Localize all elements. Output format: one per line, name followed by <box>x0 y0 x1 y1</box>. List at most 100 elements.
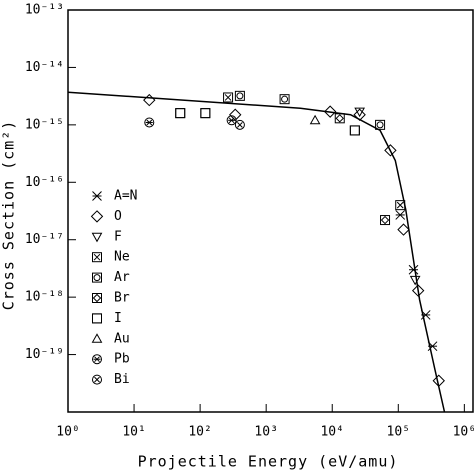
legend-label: Ar <box>114 270 130 285</box>
marker-part <box>236 92 244 100</box>
legend-marker <box>92 354 102 365</box>
marker-part <box>93 253 101 261</box>
marker <box>384 144 397 157</box>
marker <box>223 92 234 103</box>
marker-part <box>395 200 406 211</box>
legend-marker <box>92 272 102 283</box>
legend-label: A=N <box>114 189 137 204</box>
marker <box>229 108 242 121</box>
marker-part <box>234 119 245 130</box>
legend-marker <box>92 293 102 303</box>
legend-marker <box>92 313 102 324</box>
marker <box>226 115 237 126</box>
marker-part <box>223 92 234 103</box>
marker-part <box>90 210 104 223</box>
legend-label: Bi <box>114 372 130 387</box>
marker <box>144 117 155 128</box>
marker <box>143 93 156 107</box>
marker-part <box>234 90 245 101</box>
marker-part <box>92 374 102 385</box>
marker <box>375 119 386 130</box>
legend-marker <box>91 232 103 243</box>
marker-part <box>397 223 410 236</box>
legend-label: Ne <box>114 250 130 265</box>
marker-part <box>432 374 445 387</box>
marker-part <box>376 121 384 129</box>
marker-part <box>409 275 421 286</box>
y-tick-label: 10⁻¹⁹ <box>25 347 64 362</box>
marker <box>309 114 321 125</box>
marker-part <box>349 125 360 136</box>
marker-part <box>92 293 102 303</box>
y-tick-label: 10⁻¹⁵ <box>25 117 64 132</box>
legend-label: Au <box>114 331 130 346</box>
marker-part <box>229 108 242 121</box>
y-tick-label: 10⁻¹⁷ <box>25 232 64 247</box>
marker-part <box>144 117 155 128</box>
marker-part <box>92 272 102 283</box>
marker-part <box>380 215 391 226</box>
marker-part <box>91 232 103 243</box>
x-tick-label: 10² <box>188 425 211 440</box>
y-tick-label: 10⁻¹⁴ <box>25 60 64 75</box>
marker <box>411 284 425 297</box>
legend-marker <box>92 252 102 263</box>
marker <box>323 105 337 118</box>
marker-part <box>94 376 100 383</box>
marker-part <box>323 105 337 118</box>
marker <box>175 108 186 119</box>
x-tick-label: 10⁶ <box>453 425 474 440</box>
x-tick-label: 10⁰ <box>56 425 79 440</box>
marker <box>420 310 431 320</box>
marker-part <box>237 122 243 128</box>
x-axis-label: Projectile Energy (eV/amu) <box>138 453 399 471</box>
marker <box>354 107 365 118</box>
marker <box>279 94 290 105</box>
legend-label: I <box>114 311 122 326</box>
marker-part <box>335 114 344 123</box>
marker <box>200 108 211 119</box>
marker-part <box>226 115 237 126</box>
legend-label: Pb <box>114 352 130 367</box>
marker <box>234 90 245 101</box>
legend-label: O <box>114 209 122 224</box>
y-tick-label: 10⁻¹³ <box>25 3 64 18</box>
x-tick-label: 10³ <box>254 425 277 440</box>
marker-part <box>411 284 425 297</box>
marker <box>334 113 345 124</box>
x-tick-label: 10⁵ <box>387 425 410 440</box>
marker-part <box>200 108 211 119</box>
y-axis-label: Cross Section (cm²) <box>0 120 18 311</box>
marker <box>353 108 366 121</box>
marker <box>395 200 406 211</box>
marker <box>397 223 410 236</box>
marker <box>432 374 445 387</box>
legend-marker <box>92 191 102 201</box>
legend-marker <box>92 374 102 385</box>
marker-part <box>143 93 156 107</box>
marker-part <box>92 252 102 263</box>
marker <box>380 215 391 226</box>
marker-part <box>279 94 290 105</box>
legend-label: Br <box>114 291 130 306</box>
marker-part <box>281 95 289 103</box>
marker-part <box>175 108 186 119</box>
marker-part <box>200 108 211 119</box>
x-tick-label: 10⁴ <box>320 425 343 440</box>
marker-part <box>92 293 102 303</box>
marker-part <box>354 107 365 118</box>
marker-part <box>93 274 101 282</box>
marker-part <box>224 94 232 101</box>
y-tick-label: 10⁻¹⁸ <box>25 290 64 305</box>
marker-part <box>396 201 404 209</box>
marker-part <box>384 144 397 157</box>
marker <box>395 210 406 220</box>
marker-part <box>175 108 186 119</box>
x-tick-label: 10¹ <box>122 425 145 440</box>
marker-part <box>349 125 360 136</box>
legend-marker <box>90 210 104 223</box>
legend-label: F <box>114 229 122 244</box>
marker-part <box>353 108 366 121</box>
marker-part <box>91 333 103 343</box>
